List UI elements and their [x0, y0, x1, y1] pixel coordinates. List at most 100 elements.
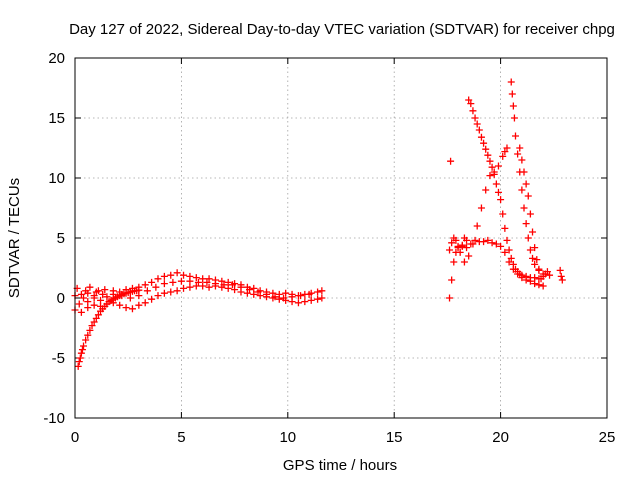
data-point [503, 236, 511, 244]
y-axis-title: SDTVAR / TECUs [6, 178, 23, 298]
data-point [75, 358, 83, 366]
data-point [77, 349, 85, 357]
data-point [473, 222, 481, 230]
data-point [469, 240, 477, 248]
data-point [177, 277, 185, 285]
data-point [463, 236, 471, 244]
series-late-end [537, 266, 566, 284]
data-points [71, 78, 566, 370]
data-point [103, 293, 111, 301]
data-point [492, 240, 500, 248]
data-point [75, 300, 83, 308]
data-point [454, 244, 462, 252]
data-point [543, 268, 551, 276]
data-point [488, 239, 496, 247]
data-point [173, 269, 181, 277]
series-outlier [447, 157, 455, 165]
data-point [508, 90, 516, 98]
data-point [480, 238, 488, 246]
data-point [77, 308, 85, 316]
data-point [556, 266, 564, 274]
data-point [90, 292, 98, 300]
x-tick-label: 15 [386, 429, 403, 446]
data-point [514, 150, 522, 158]
data-point [82, 287, 90, 295]
series-late-spike2 [516, 144, 543, 273]
data-point [318, 294, 326, 302]
data-point [97, 302, 105, 310]
data-point [250, 290, 258, 298]
data-point [516, 144, 524, 152]
data-point [205, 283, 213, 291]
data-point [122, 304, 130, 312]
data-point [507, 254, 515, 262]
data-point [529, 228, 537, 236]
data-point [507, 78, 515, 86]
data-point [471, 236, 479, 244]
data-point [452, 236, 460, 244]
data-point [180, 271, 188, 279]
data-point [199, 275, 207, 283]
data-point [494, 162, 502, 170]
data-point [203, 278, 211, 286]
y-tick-label: 0 [57, 290, 65, 307]
data-point [520, 168, 528, 176]
data-point [77, 290, 85, 298]
data-point [509, 260, 517, 268]
data-point [531, 274, 539, 282]
data-point [314, 288, 322, 296]
data-point [301, 298, 309, 306]
data-point [152, 283, 160, 291]
data-point [505, 258, 513, 266]
data-point [531, 260, 539, 268]
data-point [237, 283, 245, 291]
data-point [254, 288, 262, 296]
data-point [80, 294, 88, 302]
data-point [314, 295, 322, 303]
data-point [143, 287, 151, 295]
data-point [194, 278, 202, 286]
data-point [509, 102, 517, 110]
data-point [84, 331, 92, 339]
x-axis-title: GPS time / hours [283, 457, 397, 474]
data-point [460, 258, 468, 266]
series-scatter-start [73, 283, 107, 308]
data-point [186, 283, 194, 291]
data-point [484, 151, 492, 159]
data-point [531, 244, 539, 252]
data-point [446, 246, 454, 254]
data-point [78, 346, 86, 354]
data-point [494, 188, 502, 196]
data-point [167, 288, 175, 296]
data-point [484, 236, 492, 244]
data-point [271, 293, 279, 301]
data-point [205, 275, 213, 283]
data-point [529, 254, 537, 262]
data-point [524, 234, 532, 242]
data-point [280, 294, 288, 302]
data-point [154, 275, 162, 283]
data-point [135, 283, 143, 291]
chart-title: Day 127 of 2022, Sidereal Day-to-day VTE… [69, 21, 615, 38]
data-point [492, 180, 500, 188]
data-point [231, 286, 239, 294]
series-band-lower [71, 282, 326, 316]
data-point [522, 220, 530, 228]
data-point [469, 107, 477, 115]
data-point [518, 186, 526, 194]
data-point [173, 287, 181, 295]
data-point [275, 295, 283, 303]
data-point [192, 282, 200, 290]
data-point [169, 278, 177, 286]
data-point [448, 276, 456, 284]
y-tick-label: 5 [57, 230, 65, 247]
data-point [497, 196, 505, 204]
data-point [97, 296, 105, 304]
data-point [199, 282, 207, 290]
series-late-rise [460, 144, 511, 266]
data-point [505, 246, 513, 254]
data-point [86, 326, 94, 334]
series-band-mid [92, 277, 313, 302]
data-point [486, 157, 494, 165]
data-point [477, 133, 485, 141]
